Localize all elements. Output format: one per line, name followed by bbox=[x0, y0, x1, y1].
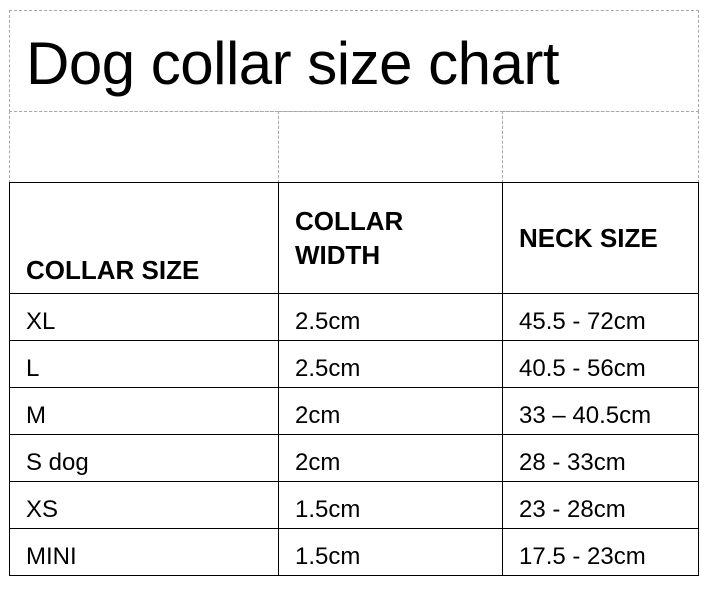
table-row: XS 1.5cm 23 - 28cm bbox=[9, 481, 699, 529]
cell-collar-width: 2.5cm bbox=[278, 340, 503, 388]
table-row: S dog 2cm 28 - 33cm bbox=[9, 434, 699, 482]
cell-collar-size: MINI bbox=[9, 528, 279, 576]
page-title: Dog collar size chart bbox=[26, 30, 560, 97]
size-table: COLLAR SIZE COLLAR WIDTH NECK SIZE XL 2.5c… bbox=[9, 182, 699, 576]
cell-collar-width: 2cm bbox=[278, 434, 503, 482]
empty-cell bbox=[9, 111, 279, 183]
cell-neck-size: 45.5 - 72cm bbox=[502, 293, 699, 341]
cell-collar-size: L bbox=[9, 340, 279, 388]
cell-collar-size: XS bbox=[9, 481, 279, 529]
cell-neck-size: 17.5 - 23cm bbox=[502, 528, 699, 576]
cell-collar-size: XL bbox=[9, 293, 279, 341]
header-row: COLLAR SIZE COLLAR WIDTH NECK SIZE bbox=[9, 182, 699, 294]
cell-collar-width: 1.5cm bbox=[278, 481, 503, 529]
cell-neck-size: 23 - 28cm bbox=[502, 481, 699, 529]
cell-collar-width: 2.5cm bbox=[278, 293, 503, 341]
cell-collar-size: S dog bbox=[9, 434, 279, 482]
table-row: L 2.5cm 40.5 - 56cm bbox=[9, 340, 699, 388]
cell-neck-size: 40.5 - 56cm bbox=[502, 340, 699, 388]
table-row: M 2cm 33 – 40.5cm bbox=[9, 387, 699, 435]
cell-collar-size: M bbox=[9, 387, 279, 435]
table-row: XL 2.5cm 45.5 - 72cm bbox=[9, 293, 699, 341]
cell-neck-size: 28 - 33cm bbox=[502, 434, 699, 482]
cell-collar-width: 1.5cm bbox=[278, 528, 503, 576]
header-line: COLLAR bbox=[295, 206, 404, 236]
cell-neck-size: 33 – 40.5cm bbox=[502, 387, 699, 435]
empty-cell bbox=[278, 111, 503, 183]
empty-cell bbox=[502, 111, 699, 183]
header-collar-width: COLLAR WIDTH bbox=[278, 182, 503, 294]
header-collar-size: COLLAR SIZE bbox=[9, 182, 279, 294]
header-line: WIDTH bbox=[295, 240, 381, 270]
header-neck-size: NECK SIZE bbox=[502, 182, 699, 294]
table-row: MINI 1.5cm 17.5 - 23cm bbox=[9, 528, 699, 576]
cell-collar-width: 2cm bbox=[278, 387, 503, 435]
